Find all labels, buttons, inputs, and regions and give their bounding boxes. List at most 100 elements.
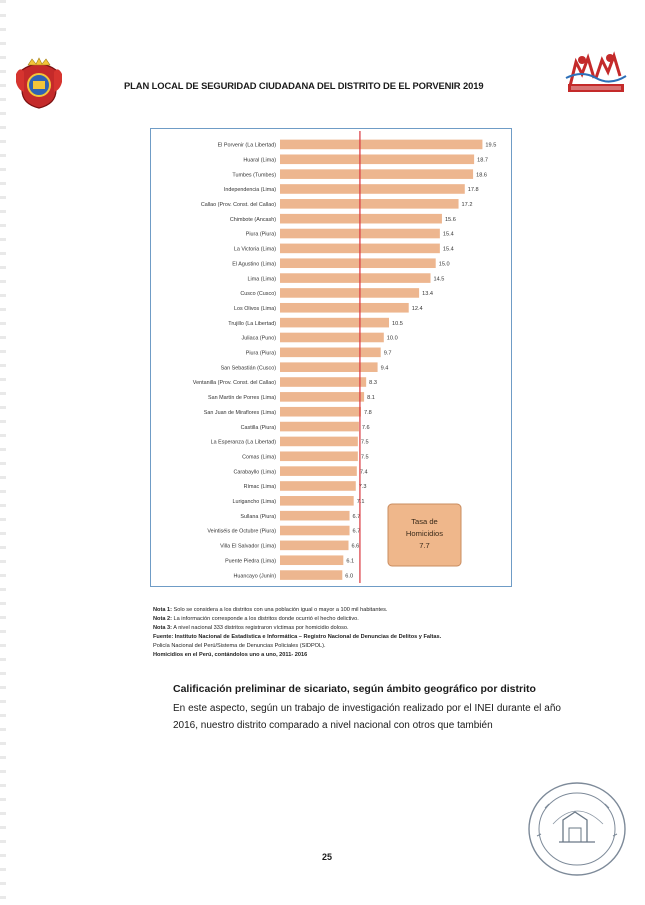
category-label: Rímac (Lima) bbox=[244, 484, 277, 490]
value-label: 18.7 bbox=[477, 157, 488, 163]
category-label: Villa El Salvador (Lima) bbox=[220, 544, 276, 550]
chart-bar bbox=[280, 436, 358, 447]
chart-bar bbox=[280, 421, 359, 432]
callout-text: Homicidios bbox=[406, 529, 443, 538]
value-label: 15.4 bbox=[443, 247, 454, 253]
category-label: San Juan de Miraflores (Lima) bbox=[204, 410, 276, 416]
value-label: 6.1 bbox=[346, 558, 354, 564]
note-publication: Homicidios en el Perú, contándolos uno a… bbox=[153, 652, 308, 658]
category-label: Huancayo (Junín) bbox=[233, 573, 276, 579]
value-label: 7.8 bbox=[364, 410, 372, 416]
section-heading: Calificación preliminar de sicariato, se… bbox=[173, 683, 536, 695]
chart-bar bbox=[280, 199, 459, 209]
value-label: 7.4 bbox=[360, 469, 368, 475]
chart-bar bbox=[280, 317, 389, 328]
callout-text: Tasa de bbox=[411, 517, 438, 526]
chart-bar bbox=[280, 169, 474, 179]
value-label: 19.5 bbox=[485, 143, 496, 149]
value-label: 15.6 bbox=[445, 217, 456, 223]
category-label: Comas (Lima) bbox=[242, 454, 276, 460]
category-label: El Agustino (Lima) bbox=[232, 261, 276, 267]
note-line: Nota 3: A nivel nacional 333 distritos r… bbox=[153, 625, 349, 631]
chart-bar bbox=[280, 510, 350, 521]
value-label: 10.5 bbox=[392, 321, 403, 327]
value-label: 7.5 bbox=[361, 440, 369, 446]
category-label: Castilla (Piura) bbox=[241, 425, 277, 431]
body-paragraph: En este aspecto, según un trabajo de inv… bbox=[173, 703, 561, 731]
category-label: Juliaca (Puno) bbox=[242, 336, 277, 342]
category-label: Ventanilla (Prov. Const. del Callao) bbox=[193, 380, 276, 386]
category-label: Callao (Prov. Const. del Callao) bbox=[201, 202, 276, 208]
category-label: Cusco (Cusco) bbox=[240, 291, 276, 297]
value-label: 6.0 bbox=[345, 573, 353, 579]
chart-bar bbox=[280, 258, 436, 269]
note-line: Policía Nacional del Perú/Sistema de Den… bbox=[153, 643, 326, 649]
category-label: Huaral (Lima) bbox=[243, 157, 276, 163]
chart-bar bbox=[280, 139, 483, 150]
value-label: 18.6 bbox=[476, 172, 487, 178]
category-label: Carabayllo (Lima) bbox=[233, 469, 276, 475]
chart-bar bbox=[280, 154, 475, 165]
value-label: 7.5 bbox=[361, 454, 369, 460]
chart-notes: Nota 1: Solo se considera a los distrito… bbox=[153, 606, 553, 660]
value-label: 6.6 bbox=[352, 544, 360, 550]
chart-bar bbox=[280, 525, 350, 536]
value-label: 14.5 bbox=[434, 276, 445, 282]
note-source: Fuente: Instituto Nacional de Estadístic… bbox=[153, 634, 442, 640]
chart-bar bbox=[280, 555, 344, 566]
chart-bar bbox=[280, 392, 365, 402]
chart-bar bbox=[280, 288, 420, 298]
value-label: 13.4 bbox=[422, 291, 433, 297]
chart-bar bbox=[280, 273, 431, 283]
note-line: Nota 1: Solo se considera a los distrito… bbox=[153, 607, 388, 613]
category-label: San Sebastián (Cusco) bbox=[221, 365, 277, 371]
value-label: 8.3 bbox=[369, 380, 377, 386]
homicide-rate-chart-svg: El Porvenir (La Libertad) 19.5 Huaral (Lim… bbox=[193, 131, 496, 583]
category-label: San Martín de Porres (Lima) bbox=[208, 395, 276, 401]
value-label: 6.7 bbox=[353, 529, 361, 535]
chart-bar bbox=[280, 377, 367, 387]
municipal-crest-icon bbox=[16, 57, 62, 109]
category-label: Trujillo (La Libertad) bbox=[228, 321, 276, 327]
document-header-title: PLAN LOCAL DE SEGURIDAD CIUDADANA DEL DI… bbox=[124, 80, 484, 91]
chart-bar bbox=[280, 406, 361, 417]
value-label: 15.0 bbox=[439, 261, 450, 267]
category-label: La Victoria (Lima) bbox=[234, 247, 276, 253]
category-label: Piura (Piura) bbox=[246, 232, 276, 238]
chart-bar bbox=[280, 570, 343, 580]
value-label: 10.0 bbox=[387, 336, 398, 342]
value-label: 7.6 bbox=[362, 425, 370, 431]
category-label: Lurigancho (Lima) bbox=[233, 499, 277, 505]
chart-bar bbox=[280, 302, 409, 313]
value-label: 9.4 bbox=[381, 365, 389, 371]
callout-text: 7.7 bbox=[419, 541, 430, 550]
chart-bar bbox=[280, 481, 356, 491]
category-label: El Porvenir (La Libertad) bbox=[218, 143, 277, 149]
value-label: 9.7 bbox=[384, 351, 392, 357]
chart-bar bbox=[280, 496, 354, 506]
value-label: 12.4 bbox=[412, 306, 423, 312]
page-number: 25 bbox=[321, 852, 332, 862]
category-label: Veintiséis de Octubre (Piura) bbox=[207, 529, 276, 535]
binding-edge bbox=[0, 0, 6, 905]
average-rate-callout bbox=[387, 503, 462, 567]
official-seal-stamp-icon bbox=[528, 782, 626, 876]
chart-bar bbox=[280, 213, 442, 224]
category-label: Puente Piedra (Lima) bbox=[225, 558, 276, 564]
value-label: 7.3 bbox=[359, 484, 367, 490]
category-label: Independencia (Lima) bbox=[224, 187, 276, 193]
chart-bar bbox=[280, 184, 465, 194]
seguridad-ciudadana-logo-icon bbox=[565, 51, 627, 92]
category-label: Los Olivos (Lima) bbox=[234, 306, 276, 312]
value-label: 7.1 bbox=[357, 499, 365, 505]
homicide-rate-chart: El Porvenir (La Libertad) 19.5 Huaral (Lim… bbox=[150, 128, 512, 587]
category-label: Sullana (Piura) bbox=[240, 514, 276, 520]
value-label: 17.8 bbox=[468, 187, 479, 193]
value-label: 6.7 bbox=[353, 514, 361, 520]
note-line: Nota 2: La información corresponde a los… bbox=[153, 616, 359, 622]
chart-bar bbox=[280, 540, 349, 551]
value-label: 15.4 bbox=[443, 232, 454, 238]
value-label: 8.1 bbox=[367, 395, 375, 401]
category-label: La Esperanza (La Libertad) bbox=[211, 440, 277, 446]
